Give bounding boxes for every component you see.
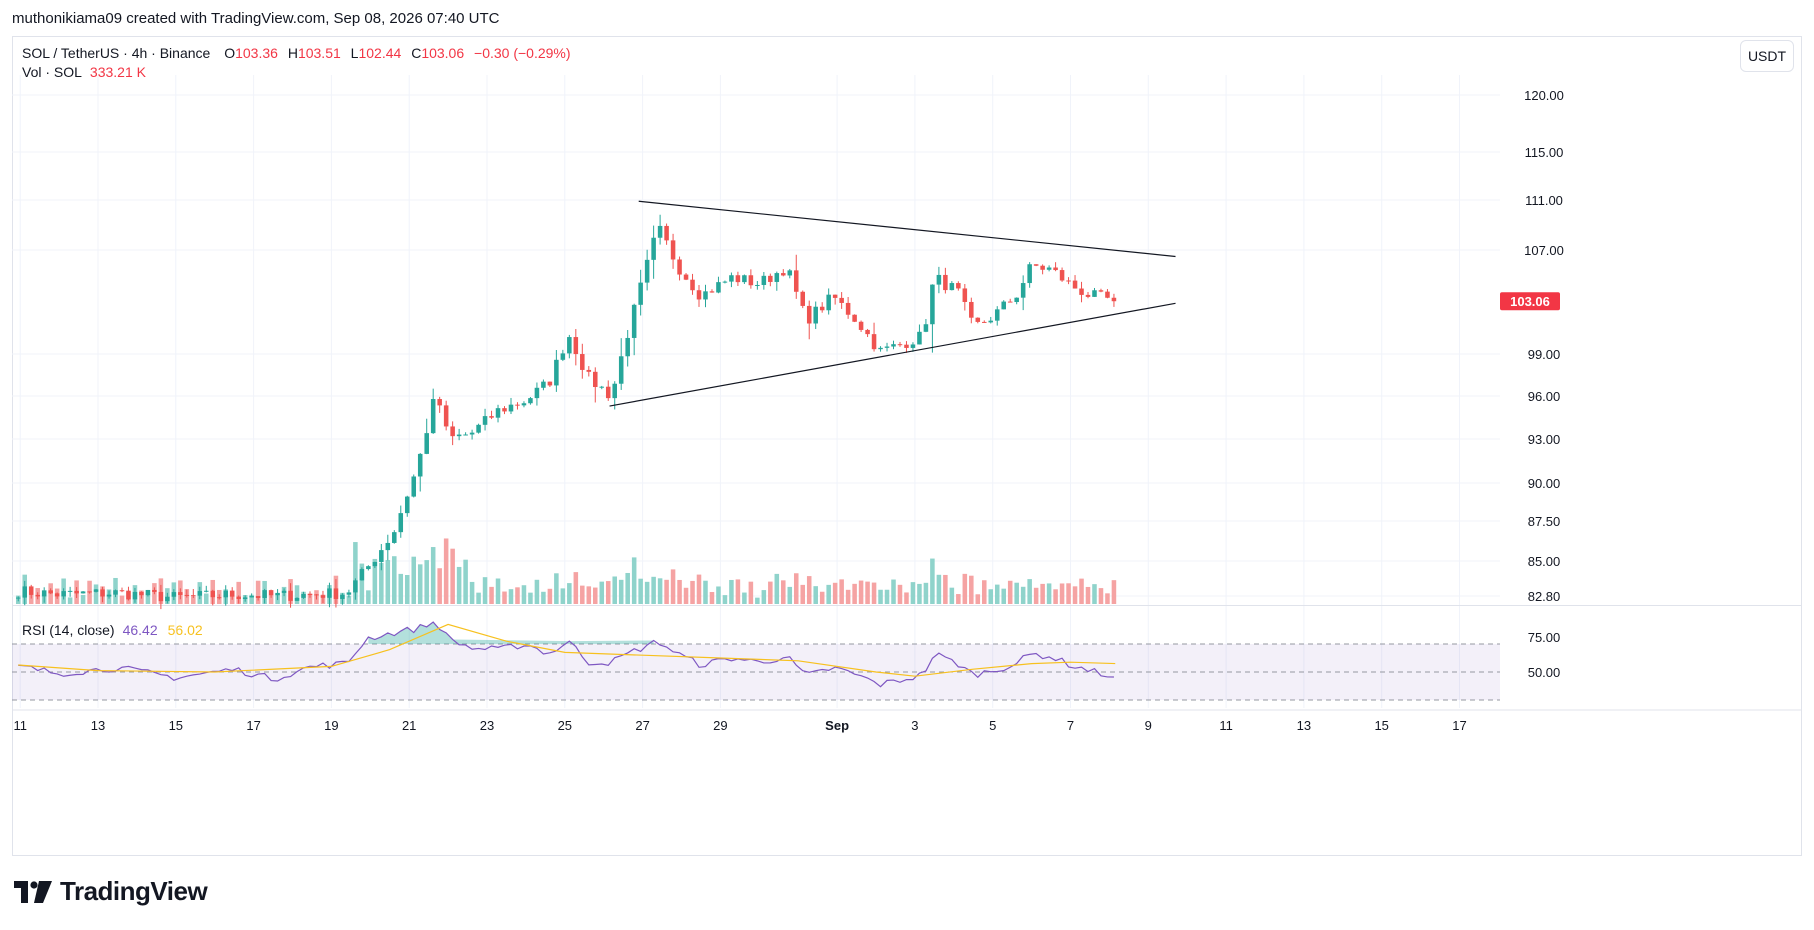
change-value: −0.30 (−0.29%) bbox=[474, 45, 571, 61]
low-label: L bbox=[350, 45, 359, 61]
price-legend: SOL / TetherUS · 4h · Binance O103.36 H1… bbox=[22, 45, 571, 61]
volume-legend: Vol · SOL 333.21 K bbox=[22, 64, 146, 80]
rsi-legend: RSI (14, close) 46.42 56.02 bbox=[22, 622, 203, 638]
high-label: H bbox=[287, 45, 298, 61]
volume-label[interactable]: Vol · SOL bbox=[22, 64, 82, 80]
currency-unit-button[interactable]: USDT bbox=[1740, 40, 1794, 72]
tradingview-footer: TradingView bbox=[14, 876, 208, 907]
open-label: O bbox=[224, 45, 236, 61]
symbol-label[interactable]: SOL / TetherUS · 4h · Binance bbox=[22, 45, 211, 61]
volume-value: 333.21 K bbox=[89, 64, 146, 80]
open-value: 103.36 bbox=[235, 45, 278, 61]
close-value: 103.06 bbox=[421, 45, 465, 61]
high-value: 103.51 bbox=[297, 45, 341, 61]
rsi-value: 46.42 bbox=[122, 622, 158, 638]
rsi-label[interactable]: RSI (14, close) bbox=[22, 622, 115, 638]
close-label: C bbox=[411, 45, 422, 61]
rsi-ma-value: 56.02 bbox=[167, 622, 203, 638]
low-value: 102.44 bbox=[358, 45, 402, 61]
tradingview-logo-icon bbox=[14, 880, 52, 903]
author-line: muthonikiama09 created with TradingView.… bbox=[12, 10, 500, 27]
tradingview-brand: TradingView bbox=[60, 876, 208, 906]
chart-frame bbox=[12, 36, 1802, 856]
